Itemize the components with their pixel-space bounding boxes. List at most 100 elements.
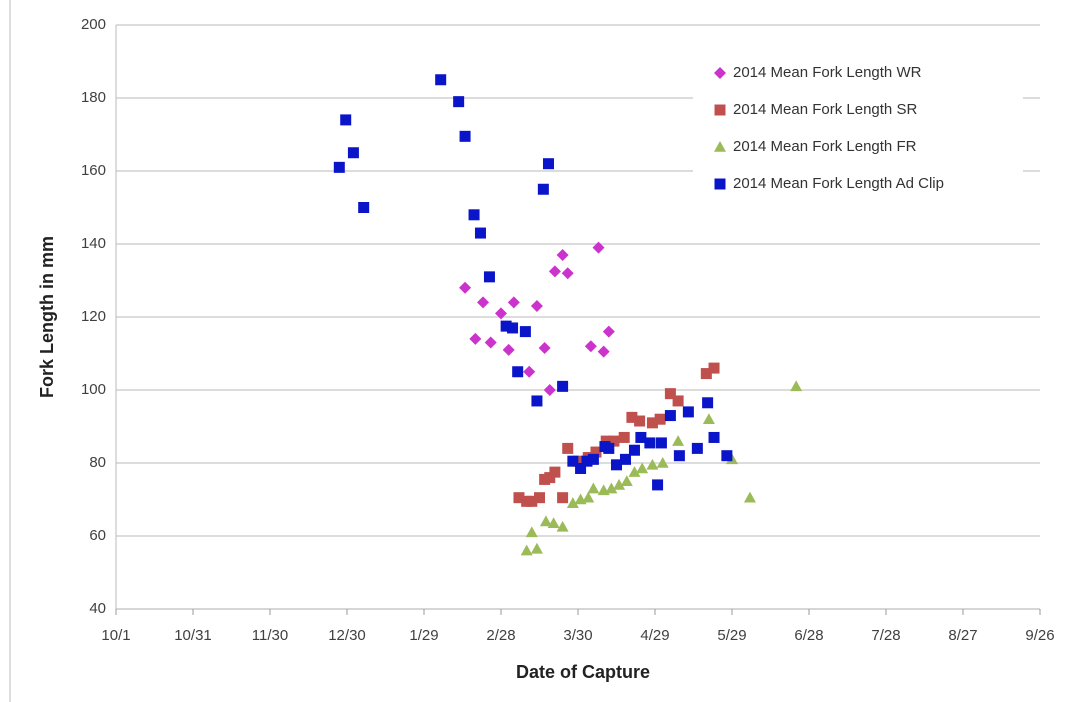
point [477,296,490,309]
point [721,450,733,462]
point [566,497,579,508]
legend-box [693,57,1023,213]
point [708,431,720,443]
point [507,296,520,309]
y-tick-label: 40 [89,600,106,617]
point [584,340,597,353]
point [453,96,465,108]
point [502,343,515,356]
point [469,332,482,345]
point [435,74,447,86]
x-tick-label: 3/30 [563,627,592,644]
point [531,395,543,407]
point [605,482,618,494]
point [468,209,480,221]
point [547,517,560,529]
y-tick-label: 120 [81,308,106,325]
point [655,437,667,449]
point [484,336,497,349]
point [474,227,486,239]
point [628,444,640,456]
point [581,455,593,467]
point [556,520,569,532]
point [672,435,685,446]
point [592,241,605,254]
point [483,271,495,283]
point [520,544,533,556]
point [495,307,507,320]
point [543,384,556,396]
point [534,492,545,504]
point [500,320,512,332]
point [340,114,352,126]
x-tick-label: 5/29 [717,627,746,644]
y-tick-label: 100 [81,381,106,398]
point [618,431,630,443]
x-tick-label: 6/28 [794,627,823,644]
point [656,457,669,468]
point [548,265,561,278]
x-tick-label: 8/27 [948,627,977,644]
legend-marker [714,67,726,79]
y-tick-label: 140 [81,235,106,252]
point [525,526,538,538]
point [582,491,595,503]
point [513,492,525,504]
point [597,345,610,358]
point [608,435,620,447]
x-tick-label: 1/29 [409,627,438,644]
point [654,413,666,425]
legend-marker [714,178,726,190]
point [539,515,552,527]
legend-label: 2014 Mean Fork Length SR [733,101,917,118]
point [673,450,685,462]
point [519,326,531,338]
y-axis-title: Fork Length in mm [37,236,57,398]
point [636,462,649,474]
point [557,492,569,504]
point [358,202,370,213]
legend-label: 2014 Mean Fork Length WR [733,64,922,81]
point [561,267,574,280]
legend-label: 2014 Mean Fork Length Ad Clip [733,175,944,192]
point [635,431,647,443]
x-tick-label: 9/26 [1025,627,1054,644]
point [634,415,646,427]
x-tick-label: 11/30 [252,627,288,644]
legend-marker [714,104,726,116]
point [590,446,602,458]
point [702,397,714,409]
x-tick-label: 12/30 [328,627,366,644]
point [672,395,684,407]
point [646,458,659,470]
point [702,413,715,424]
point [691,442,703,454]
y-tick-label: 200 [81,16,106,33]
point [530,542,543,554]
point [790,380,803,392]
y-tick-label: 60 [89,527,106,544]
point [567,455,579,467]
point [530,300,543,313]
point [459,130,471,142]
point [743,491,756,503]
point [538,342,551,355]
y-tick-label: 80 [89,454,106,471]
point [626,411,638,423]
legend-marker [714,141,726,152]
point [620,475,633,487]
y-tick-label: 160 [81,162,106,179]
point [459,281,472,294]
point [619,453,631,465]
point [664,410,676,422]
point [611,459,622,471]
point [549,466,561,478]
point [664,388,676,400]
point [652,479,664,491]
point [523,365,536,378]
point [646,417,658,429]
point [644,437,656,449]
point [682,406,694,418]
point [542,158,554,170]
